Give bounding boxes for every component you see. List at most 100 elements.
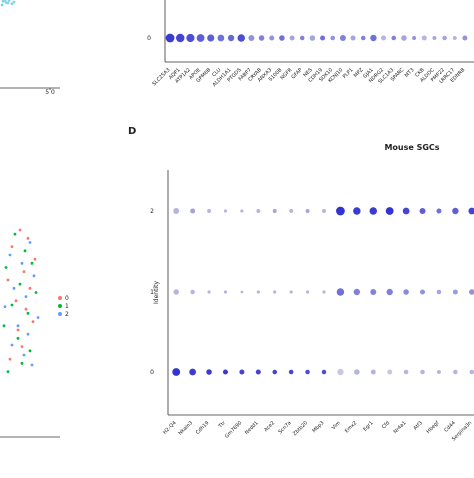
point [36, 316, 40, 319]
dot [322, 209, 326, 213]
dot [402, 207, 410, 215]
point [13, 232, 17, 236]
point [3, 0, 7, 2]
dot [468, 207, 474, 215]
dot [207, 290, 211, 294]
y-tick-label: 0 [147, 35, 151, 42]
x-tick-label: Nr4a1 [393, 420, 408, 435]
dot [217, 34, 225, 42]
point [2, 324, 6, 328]
dot [256, 290, 260, 294]
dot [320, 35, 326, 41]
x-tick-label: MT3 [404, 67, 416, 79]
dot [223, 290, 228, 294]
dot [258, 35, 265, 41]
dot [452, 36, 457, 40]
legend-label: 2 [65, 311, 69, 318]
dot [223, 209, 228, 213]
point [23, 249, 27, 253]
point [28, 286, 32, 290]
dot [336, 206, 345, 216]
dot [237, 34, 246, 42]
point [12, 286, 16, 290]
point [6, 278, 10, 282]
x-tick-label: Hbegf [426, 420, 441, 435]
x-tick-label: NES [302, 67, 313, 78]
dot [321, 369, 327, 375]
dot [288, 369, 294, 375]
dot [299, 35, 305, 41]
point [28, 241, 32, 244]
point [30, 261, 34, 265]
dot [239, 369, 245, 375]
dot [176, 33, 185, 43]
dot [370, 289, 377, 295]
point [22, 353, 26, 357]
x-tick-label: Cd44 [443, 420, 456, 433]
dot [403, 369, 409, 375]
dot [391, 35, 397, 41]
dot [269, 35, 275, 41]
point [33, 257, 37, 261]
point [3, 305, 7, 309]
dot [462, 35, 468, 41]
dot [322, 290, 326, 294]
point [20, 345, 24, 349]
dot [369, 207, 378, 215]
point [8, 357, 12, 361]
dot [353, 207, 361, 215]
dot [419, 289, 426, 295]
dot [189, 368, 197, 376]
dot [421, 35, 427, 41]
dot [240, 209, 244, 213]
dot [289, 209, 294, 213]
dot [289, 290, 293, 294]
dot [227, 34, 235, 42]
point [16, 328, 20, 332]
dot [186, 33, 195, 43]
point [18, 282, 22, 286]
point [16, 324, 20, 328]
legend-label: 1 [65, 303, 69, 310]
dot [370, 34, 377, 42]
x-tick-label: Scn7a [277, 420, 292, 435]
y-axis-title: Identity [153, 281, 160, 304]
x-tick-label: Cdh19 [195, 420, 211, 436]
dot [279, 35, 285, 41]
point [10, 245, 14, 249]
dot [401, 35, 407, 41]
x-tick-label: Emx2 [344, 420, 358, 434]
dot [255, 369, 261, 375]
point [6, 1, 10, 5]
dot [453, 369, 458, 375]
dot [190, 208, 196, 214]
dot [353, 288, 361, 296]
dot [452, 289, 458, 295]
point [32, 274, 36, 278]
legend-swatch [58, 304, 62, 308]
point [34, 291, 38, 294]
dot [272, 209, 277, 213]
x-tick-label: Ttr [217, 420, 228, 431]
point [24, 307, 28, 311]
point [28, 349, 32, 353]
dot [305, 290, 310, 294]
dot [386, 288, 393, 296]
dot [196, 34, 205, 42]
legend-swatch [58, 296, 62, 300]
dot [436, 208, 442, 214]
x-tick-label: Nkain3 [178, 420, 195, 437]
dot [354, 369, 360, 375]
point [16, 336, 20, 340]
dot [273, 290, 277, 294]
point [10, 343, 14, 347]
point [20, 261, 24, 265]
point [10, 303, 14, 307]
dot [360, 35, 366, 41]
dot [305, 209, 310, 213]
dot [207, 34, 215, 42]
dot [336, 288, 345, 296]
point [7, 0, 11, 2]
point [0, 3, 4, 7]
x-tick-label: Egr1 [362, 420, 374, 432]
